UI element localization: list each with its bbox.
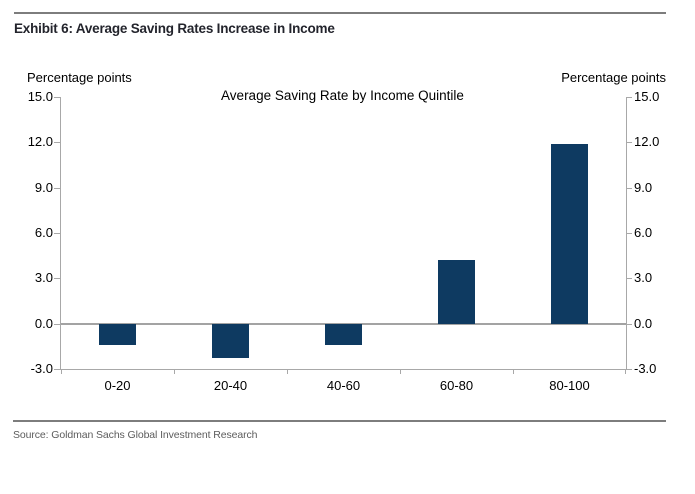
y-axis-label-right: 9.0 bbox=[634, 179, 653, 195]
y-axis-tick-left bbox=[54, 323, 60, 325]
y-axis-label-right: -3.0 bbox=[634, 361, 657, 376]
y-axis-tick-right bbox=[626, 142, 632, 144]
x-axis-tick bbox=[513, 369, 514, 374]
y-axis-label-left: 6.0 bbox=[34, 225, 53, 240]
source-note: Source: Goldman Sachs Global Investment … bbox=[13, 429, 258, 441]
bar-40-60 bbox=[325, 323, 362, 345]
y-axis-label-right: 3.0 bbox=[634, 270, 653, 286]
y-axis-label-right: 6.0 bbox=[634, 225, 653, 240]
y-axis-tick-right bbox=[626, 97, 632, 98]
y-axis-tick-right bbox=[626, 233, 632, 234]
x-axis-label-0-20: 0-20 bbox=[104, 378, 131, 393]
x-axis-label-40-60: 40-60 bbox=[326, 378, 361, 393]
y-axis-tick-left bbox=[54, 187, 60, 189]
y-axis-label-left: -3.0 bbox=[30, 361, 53, 376]
plot-area: 15.0 15.0 12.0 12.0 9.0 9.0 6.0 6.0 3.0 3.0 0.0 0.0… bbox=[28, 89, 660, 393]
y-axis-tick-left bbox=[54, 233, 60, 234]
y-axis-label-left: 0.0 bbox=[34, 315, 53, 331]
chart-title: Average Saving Rate by Income Quintile bbox=[221, 88, 464, 103]
x-axis-label-60-80: 60-80 bbox=[439, 378, 474, 393]
left-axis-unit-label: Percentage points bbox=[27, 70, 132, 85]
y-axis-tick-right bbox=[626, 187, 632, 189]
y-axis-tick-right bbox=[626, 278, 632, 280]
y-axis-tick-right bbox=[626, 323, 632, 325]
y-axis-tick-left bbox=[54, 278, 60, 280]
bar-0-20 bbox=[99, 323, 136, 345]
bar-20-40 bbox=[212, 323, 249, 359]
x-axis-tick bbox=[625, 369, 626, 374]
bar-60-80 bbox=[438, 260, 475, 324]
y-axis-label-right: 15.0 bbox=[634, 89, 660, 104]
x-axis-label-80-100: 80-100 bbox=[549, 378, 590, 393]
y-axis-label-right: 12.0 bbox=[634, 134, 660, 150]
y-axis-label-left: 9.0 bbox=[34, 179, 53, 195]
y-axis-label-right: 0.0 bbox=[634, 315, 653, 331]
x-axis-tick bbox=[61, 369, 62, 374]
y-axis-tick-right bbox=[626, 369, 632, 370]
x-axis-tick bbox=[174, 369, 175, 374]
y-axis-tick-left bbox=[54, 369, 60, 370]
y-axis-tick-left bbox=[54, 97, 60, 98]
x-axis-label-20-40: 20-40 bbox=[213, 378, 248, 393]
y-axis-tick-left bbox=[54, 142, 60, 144]
y-axis-label-left: 12.0 bbox=[27, 134, 53, 150]
right-axis-unit-label: Percentage points bbox=[561, 70, 666, 85]
x-axis-tick bbox=[400, 369, 401, 374]
exhibit-title: Exhibit 6: Average Saving Rates Increase… bbox=[14, 21, 335, 36]
y-axis-label-left: 3.0 bbox=[34, 270, 53, 286]
top-divider bbox=[14, 12, 666, 14]
y-axis-label-left: 15.0 bbox=[27, 89, 53, 104]
x-axis-tick bbox=[287, 369, 288, 374]
bottom-divider bbox=[13, 420, 666, 422]
bar-80-100 bbox=[551, 143, 588, 324]
